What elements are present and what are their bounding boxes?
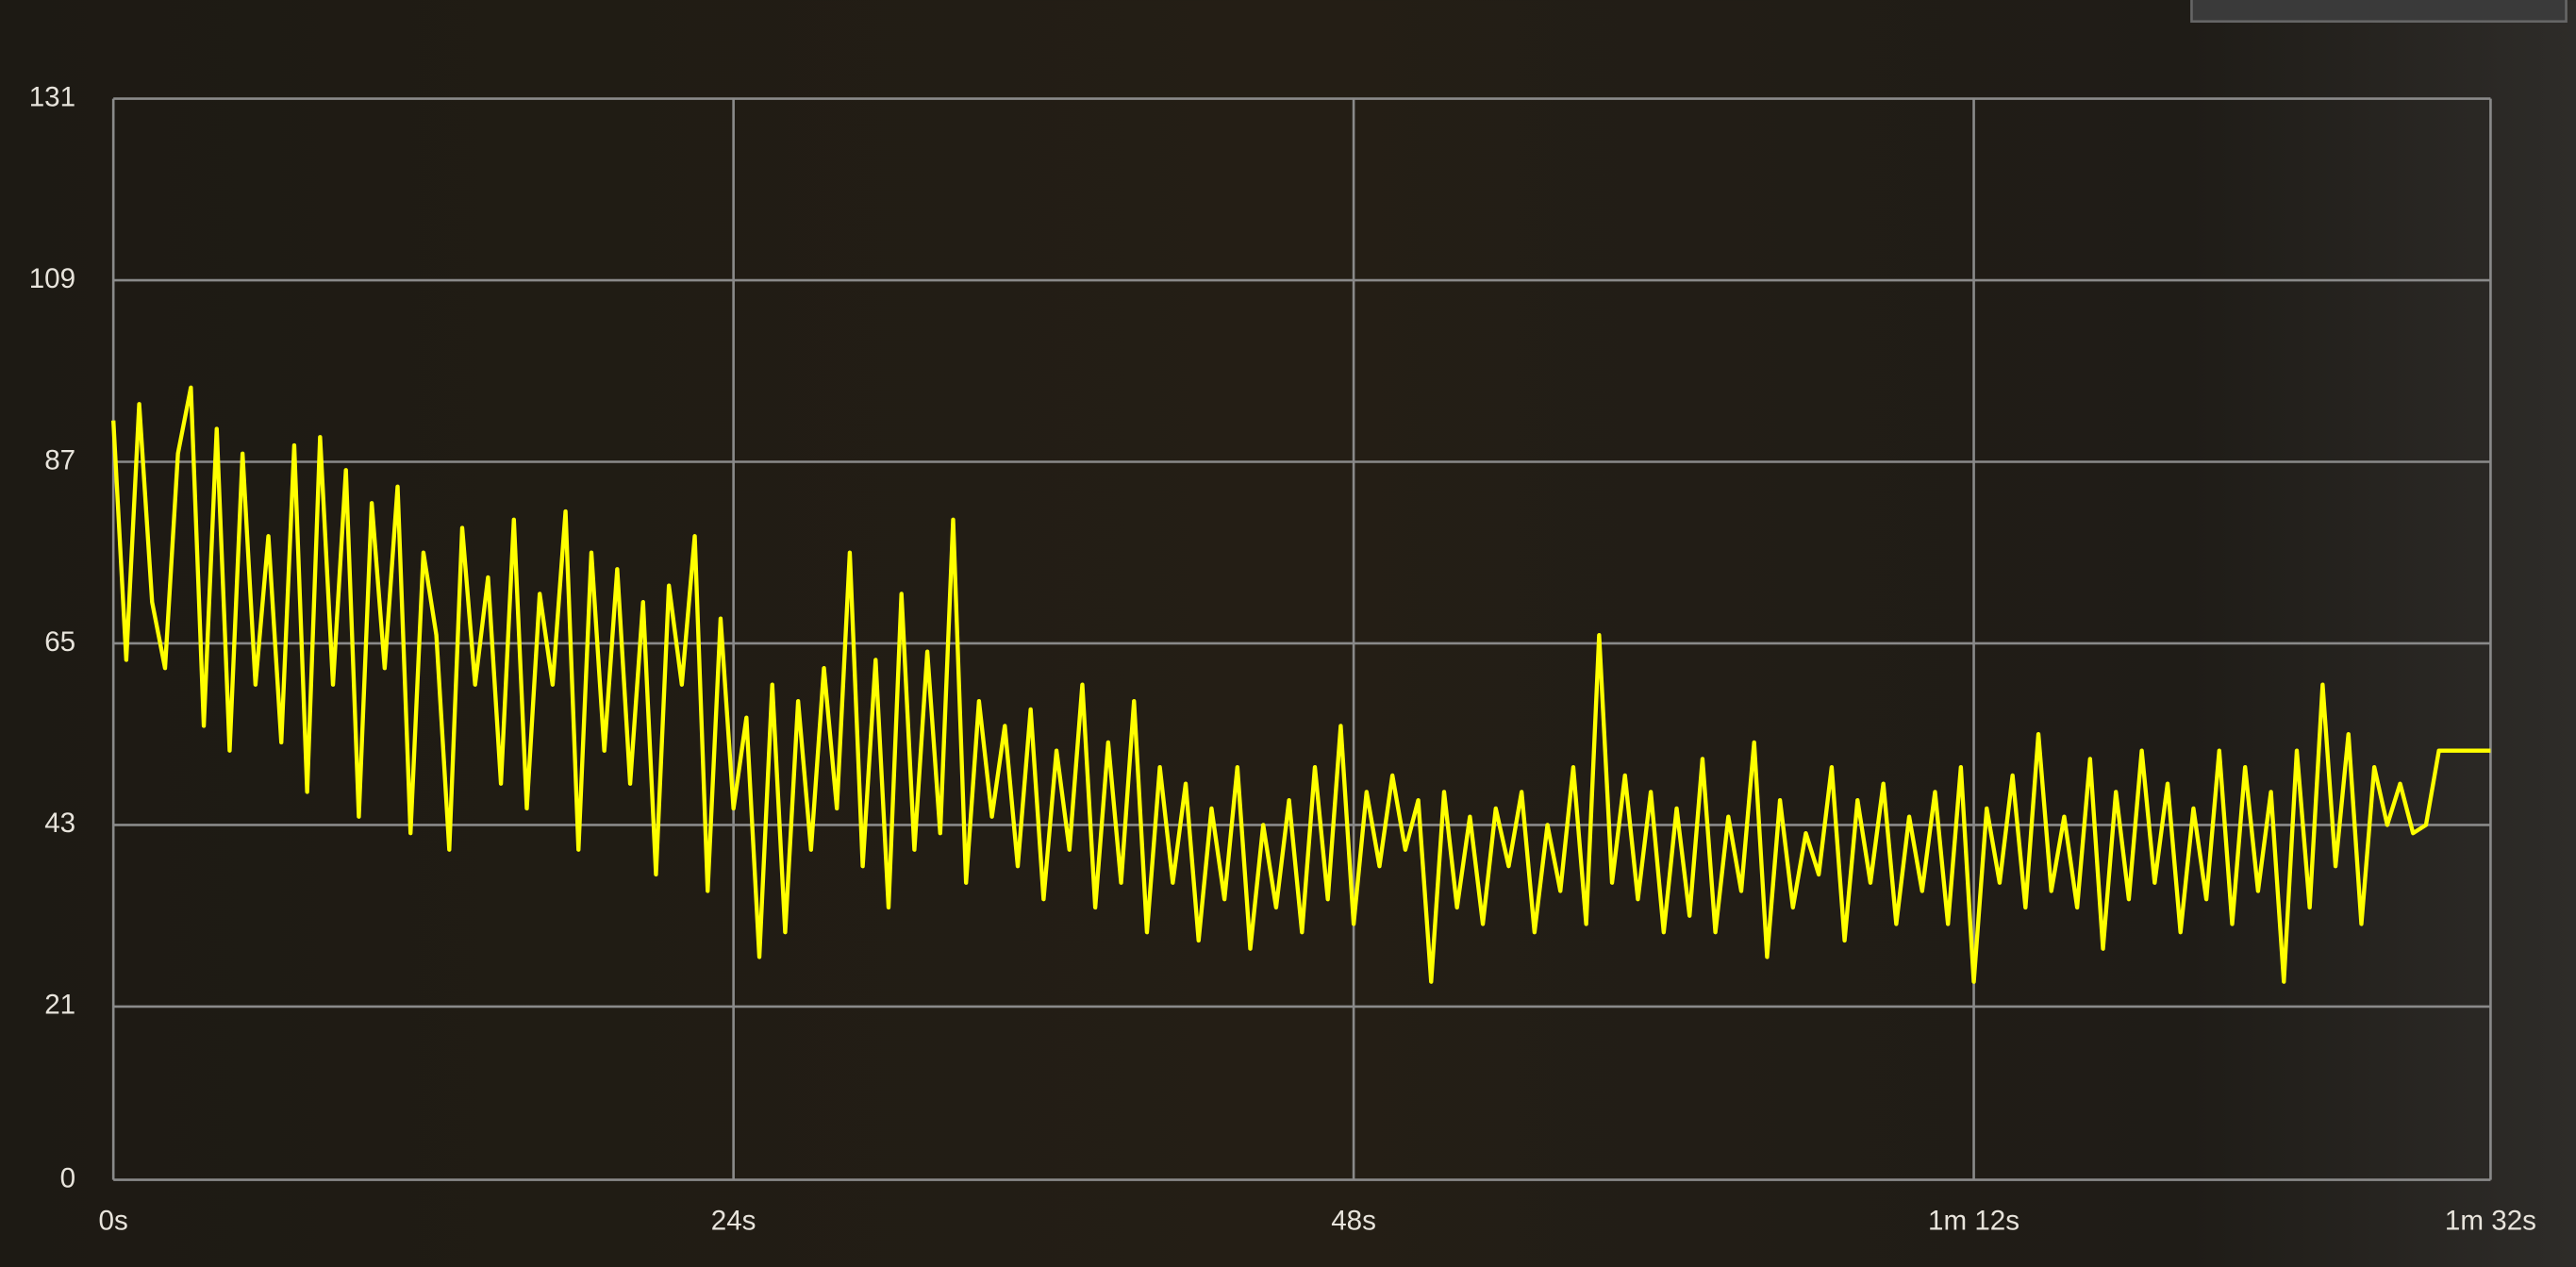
y-tick-label: 87 (44, 444, 75, 475)
y-tick-label: 43 (44, 808, 75, 839)
y-tick-label: 109 (29, 263, 75, 294)
x-tick-label: 48s (1331, 1206, 1376, 1237)
y-tick-label: 131 (29, 81, 75, 112)
x-tick-label: 1m 32s (2445, 1206, 2536, 1237)
y-tick-label: 21 (44, 990, 75, 1021)
y-tick-label: 65 (44, 626, 75, 658)
x-tick-label: 24s (711, 1206, 756, 1237)
top-button[interactable] (2190, 0, 2568, 24)
x-tick-label: 0s (99, 1206, 128, 1237)
y-tick-label: 0 (60, 1162, 75, 1193)
data-line (111, 385, 2491, 984)
x-tick-label: 1m 12s (1928, 1206, 2019, 1237)
